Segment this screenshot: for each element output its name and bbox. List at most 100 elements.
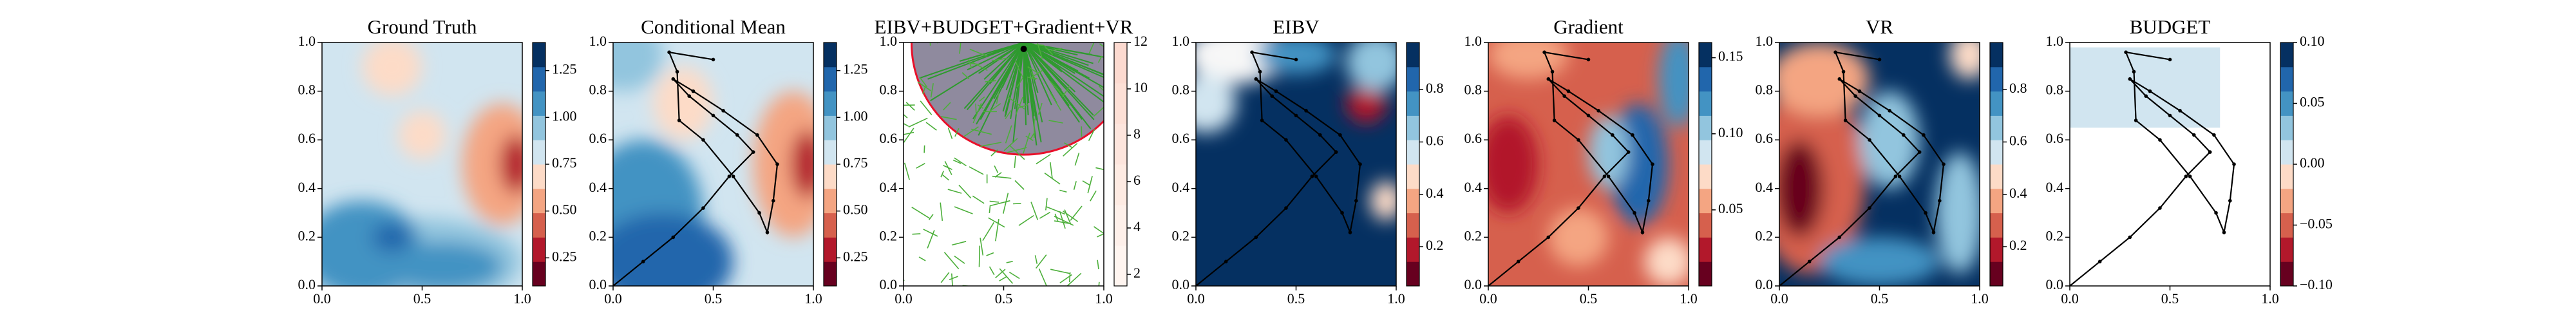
tree-edge xyxy=(978,245,981,267)
tree-edge xyxy=(1014,156,1016,168)
tree-edge xyxy=(1066,272,1082,286)
waypoint xyxy=(2222,231,2226,234)
colorbar-tick-label: −0.10 xyxy=(2300,276,2333,292)
tree-edge xyxy=(1062,85,1070,97)
y-tick-label: 1.0 xyxy=(1464,33,1482,49)
tree-edge xyxy=(1036,153,1051,165)
colorbar-band xyxy=(1699,91,1712,116)
field xyxy=(1488,43,1689,286)
colorbar-band xyxy=(2280,66,2293,92)
waypoint xyxy=(2212,133,2216,137)
tree-edge xyxy=(1009,144,1025,160)
x-tick-label: 1.0 xyxy=(1680,290,1698,307)
waypoint xyxy=(1294,113,1298,118)
tree-edge xyxy=(1054,213,1059,222)
tree-edge xyxy=(992,175,1012,179)
tree-edge xyxy=(1082,180,1091,186)
tree-edge xyxy=(1064,142,1074,149)
tree-edge xyxy=(944,160,952,175)
x-tick-label: 1.0 xyxy=(804,290,822,307)
colorbar-band xyxy=(824,188,837,214)
y-tick-label: 1.0 xyxy=(2046,33,2064,49)
waypoint xyxy=(1626,150,1631,154)
colorbar-band xyxy=(1406,213,1419,238)
tree-edge xyxy=(961,72,970,80)
colorbar-band xyxy=(533,237,545,262)
field-blob xyxy=(613,213,734,286)
tree-edge xyxy=(1090,190,1097,202)
colorbar-band xyxy=(2280,43,2293,68)
waypoint xyxy=(1562,94,1566,98)
tree-edge xyxy=(919,77,928,88)
colorbar-tick-label: 0.50 xyxy=(843,202,868,218)
tree-edge xyxy=(995,269,1006,279)
colorbar-band xyxy=(1990,140,2003,165)
waypoint xyxy=(1922,133,1926,137)
panel-title: BUDGET xyxy=(2130,15,2211,38)
y-tick-label: 1.0 xyxy=(1172,33,1190,49)
tree-branch xyxy=(927,43,1024,80)
waypoint xyxy=(1877,113,1882,118)
waypoint xyxy=(1314,175,1318,178)
y-tick-label: 1.0 xyxy=(589,33,607,49)
colorbar-band xyxy=(1114,205,1127,246)
tree-edge xyxy=(1038,268,1047,286)
tree-edge xyxy=(940,116,957,120)
waypoint xyxy=(2188,175,2192,178)
y-tick-label: 0.0 xyxy=(589,276,607,292)
colorbar-tick-label: 0.50 xyxy=(552,202,577,218)
tree-edge xyxy=(951,273,953,286)
x-tick-label: 1.0 xyxy=(1387,290,1405,307)
waypoint xyxy=(2168,57,2172,62)
panel-title: Ground Truth xyxy=(368,15,477,38)
waypoint xyxy=(1566,89,1571,93)
waypoint xyxy=(2134,118,2138,122)
field-blob xyxy=(372,222,412,252)
tree-edge xyxy=(1016,77,1024,88)
y-tick-label: 0.4 xyxy=(1464,179,1482,195)
waypoint xyxy=(641,260,645,264)
colorbar-band xyxy=(1406,91,1419,116)
tree-edge xyxy=(999,268,1014,284)
tree-edge xyxy=(986,252,994,256)
colorbar-band xyxy=(533,213,545,238)
y-tick-label: 0.4 xyxy=(1756,179,1774,195)
tree-edge xyxy=(954,157,967,167)
tree-edge xyxy=(1034,255,1038,264)
field-blob xyxy=(1488,115,1539,213)
waypoint xyxy=(1833,50,1837,54)
colorbar-band xyxy=(824,140,837,165)
tree-branch xyxy=(1023,43,1089,66)
y-tick-label: 0.8 xyxy=(1464,82,1482,98)
colorbar-tick-label: 0.25 xyxy=(843,248,868,264)
field-blob xyxy=(1779,43,1870,116)
waypoint xyxy=(1577,138,1580,142)
colorbar-tick-label: 1.00 xyxy=(552,108,577,124)
waypoint xyxy=(701,206,705,210)
colorbar-band xyxy=(2280,91,2293,116)
waypoint xyxy=(1893,175,1898,178)
colorbar-tick-label: 0.6 xyxy=(1426,132,1444,148)
field-blob xyxy=(1488,43,1569,79)
waypoint xyxy=(671,235,676,240)
y-tick-label: 0.0 xyxy=(1756,276,1774,292)
waypoint xyxy=(1902,133,1906,137)
tree-edge xyxy=(1054,220,1070,224)
tree-edge xyxy=(985,80,996,82)
waypoint xyxy=(1857,89,1862,93)
tree-edge xyxy=(908,117,928,128)
tree-edge xyxy=(1034,44,1045,46)
y-tick-label: 0.0 xyxy=(880,276,898,292)
colorbar-band xyxy=(1699,213,1712,238)
x-tick-label: 1.0 xyxy=(1971,290,1989,307)
colorbar-tick-label: 0.25 xyxy=(552,248,577,264)
x-tick-label: 0.5 xyxy=(1871,290,1889,307)
tree-branch xyxy=(1023,43,1092,129)
y-tick-label: 0.2 xyxy=(1464,227,1482,243)
colorbar-tick-label: 4 xyxy=(1133,218,1141,234)
waypoint xyxy=(2214,211,2218,215)
tree-edge xyxy=(940,202,943,221)
colorbar-band xyxy=(824,261,837,287)
tree-edge xyxy=(1007,96,1025,110)
tree-edge xyxy=(996,93,999,104)
